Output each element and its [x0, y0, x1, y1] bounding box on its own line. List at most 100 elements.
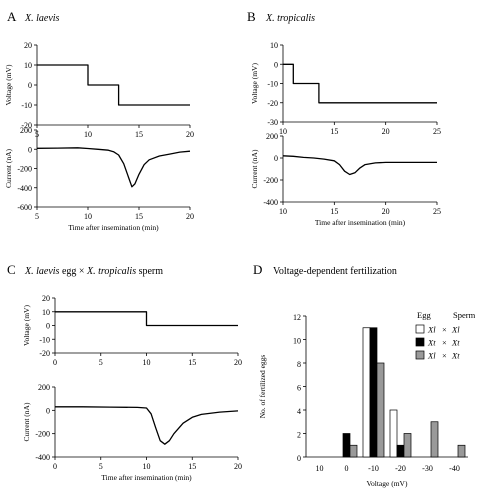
panel-c: C X. laevis egg × X. tropicalis sperm 20…: [7, 262, 242, 482]
panel-c-voltage-x-tick-label: 20: [234, 358, 242, 367]
panel-d-x-tick-label: -30: [422, 464, 433, 473]
panel-d-legend-cross: ×: [442, 351, 447, 361]
panel-d-x-tick-label: -10: [368, 464, 379, 473]
panel-b-current-y-axis-label: Current (nA): [250, 149, 259, 188]
panel-c-title-sperm-species: X. tropicalis: [86, 266, 136, 277]
panel-a-voltage-y-tick-label: -20: [21, 121, 32, 130]
panel-a-title: X. laevis: [24, 13, 60, 24]
panel-d: D Voltage-dependent fertilization 12 10 8 6…: [253, 262, 476, 488]
panel-c-current-trace: [55, 406, 239, 445]
panel-d-bar: [389, 409, 398, 458]
panel-c-current-x-tick-label: 10: [143, 462, 151, 471]
panel-d-bar: [396, 444, 405, 458]
panel-b-voltage-y-tick-label: 0: [274, 60, 278, 69]
panel-b-current-x-tick-label: 15: [330, 207, 338, 216]
panel-c-current-y-tick-label: -400: [35, 453, 50, 462]
panel-d-legend-sperm: Xt: [451, 351, 460, 361]
panel-c-voltage-x-tick-label: 10: [143, 358, 151, 367]
panel-c-voltage-y-tick-label: -20: [39, 349, 50, 358]
panel-c-title: X. laevis egg × X. tropicalis sperm: [24, 266, 163, 277]
panel-c-voltage-y-tick-label: 0: [46, 322, 50, 331]
panel-b-current-x-tick-label: 10: [279, 207, 287, 216]
panel-d-y-tick-label: 4: [297, 407, 301, 416]
panel-b-current-x-axis-label: Time after insemination (min): [315, 218, 406, 227]
panel-d-bar: [403, 433, 412, 458]
panel-c-current-y-axis-label: Current (nA): [22, 402, 31, 441]
panel-d-bar: [362, 327, 371, 458]
panel-d-legend-swatch: [415, 337, 425, 347]
panel-d-x-tick-label: -20: [395, 464, 406, 473]
panel-b-current-x-tick-label: 20: [382, 207, 390, 216]
panel-b-current-x-tick-label: 25: [433, 207, 441, 216]
panel-d-x-tick-label: 0: [345, 464, 349, 473]
panel-d-legend-cross: ×: [442, 338, 447, 348]
panel-b-letter: B: [247, 9, 256, 24]
panel-b-voltage-x-tick-label: 15: [330, 127, 338, 136]
panel-d-y-axis-label: No. of fertilized eggs: [258, 355, 267, 419]
panel-b-title: X. tropicalis: [265, 13, 315, 24]
panel-d-legend-egg: Xl: [427, 325, 436, 335]
panel-a-current-y-tick-label: -200: [17, 165, 32, 174]
panel-a-voltage-x-tick-label: 10: [84, 130, 92, 139]
panel-d-legend-swatch: [415, 350, 425, 360]
panel-c-voltage-x-tick-label: 0: [53, 358, 57, 367]
panel-d-bar: [457, 444, 466, 458]
panel-d-legend-egg: Xt: [427, 338, 436, 348]
panel-b-voltage-y-tick-label: -20: [267, 99, 278, 108]
panel-d-y-tick-label: 10: [293, 337, 301, 346]
panel-c-current-y-tick-label: 200: [38, 383, 50, 392]
panel-d-bar: [349, 444, 358, 458]
panel-a-current-y-axis-label: Current (nA): [4, 149, 13, 188]
panel-a-voltage-y-axis-label: Voltage (mV): [4, 64, 13, 105]
panel-a-voltage-trace: [37, 64, 190, 106]
panel-d-y-tick-label: 12: [293, 313, 301, 322]
panel-a-current-trace: [36, 147, 191, 188]
panel-b-voltage-y-tick-label: -30: [267, 118, 278, 127]
panel-c-letter: C: [7, 262, 16, 277]
panel-a-current-y-tick-label: -400: [17, 184, 32, 193]
panel-b-voltage-x-tick-label: 25: [433, 127, 441, 136]
panel-d-bar: [369, 327, 378, 458]
panel-a: A X. laevis 20 10 0 -10 -20 5 10 15 20 Voltage (m…: [4, 9, 194, 232]
panel-c-title-sperm: sperm: [136, 266, 163, 277]
panel-d-legend-sperm-header: Sperm: [453, 310, 476, 320]
panel-c-current-x-tick-label: 5: [99, 462, 103, 471]
panel-c-voltage-x-tick-label: 5: [99, 358, 103, 367]
panel-a-current-y-tick-label: 200: [20, 126, 32, 135]
panel-b-voltage-x-tick-label: 10: [279, 127, 287, 136]
panel-c-current-x-axis-label: Time after insemination (min): [101, 473, 192, 482]
panel-d-bar: [376, 362, 385, 458]
panel-c-current-y-tick-label: 0: [46, 406, 50, 415]
panel-b-voltage-x-tick-label: 20: [382, 127, 390, 136]
panel-a-voltage-y-tick-label: -10: [21, 101, 32, 110]
panel-a-voltage-x-tick-label: 15: [135, 130, 143, 139]
panel-a-letter: A: [7, 9, 17, 24]
panel-a-voltage-y-tick-label: 0: [28, 81, 32, 90]
panel-d-y-tick-label: 6: [297, 384, 301, 393]
panel-d-y-tick-label: 0: [297, 454, 301, 463]
panel-d-legend-sperm: Xt: [451, 338, 460, 348]
panel-c-title-egg-species: X. laevis: [24, 266, 60, 277]
panel-b-voltage-y-tick-label: -10: [267, 80, 278, 89]
panel-d-legend-egg: Xl: [427, 351, 436, 361]
panel-d-bar: [430, 421, 439, 458]
panel-c-voltage-y-tick-label: -10: [39, 335, 50, 344]
panel-a-current-x-tick-label: 15: [135, 212, 143, 221]
panel-d-legend-sperm: Xl: [451, 325, 460, 335]
panel-a-current-x-tick-label: 5: [35, 212, 39, 221]
panel-c-voltage-trace: [55, 311, 238, 327]
panel-a-current-x-tick-label: 10: [84, 212, 92, 221]
panel-c-voltage-y-tick-label: 20: [42, 294, 50, 303]
panel-b-current-y-tick-label: -200: [263, 176, 278, 185]
panel-a-current-x-axis-label: Time after insemination (min): [68, 223, 159, 232]
panel-b-current-y-tick-label: -400: [263, 198, 278, 207]
panel-c-current-y-tick-label: -200: [35, 430, 50, 439]
